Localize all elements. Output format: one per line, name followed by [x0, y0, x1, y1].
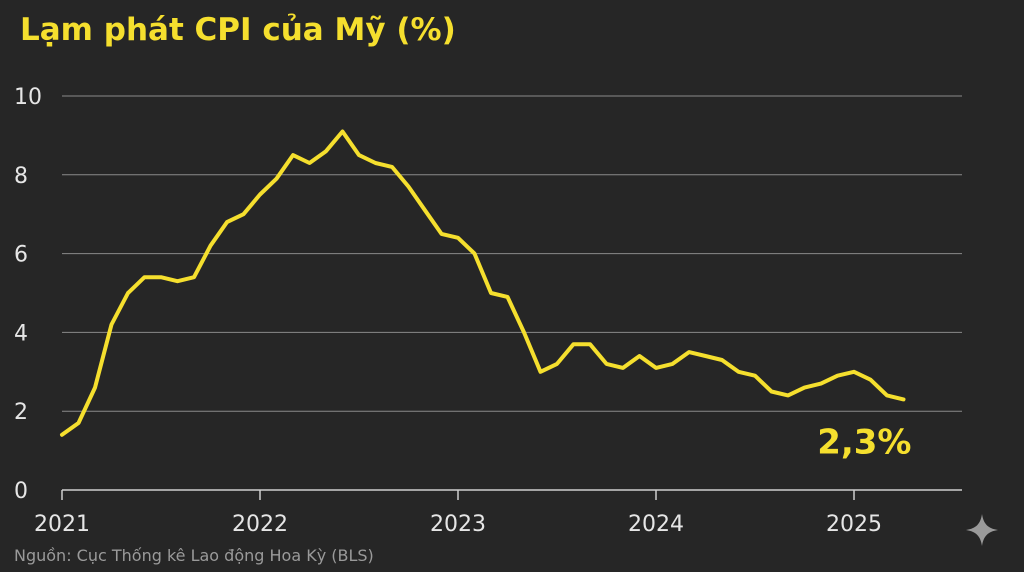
- annotation-layer: 2,3%: [817, 422, 911, 462]
- source-note: Nguồn: Cục Thống kê Lao động Hoa Kỳ (BLS…: [14, 546, 374, 565]
- x-axis-ticks: 2021 2022 2023 2024 2025: [34, 490, 882, 537]
- x-tick-label: 2023: [430, 512, 486, 537]
- y-axis-ticks: 0 2 4 6 8 10: [14, 85, 42, 504]
- series-layer: [60, 129, 906, 437]
- y-tick-label: 0: [14, 479, 28, 504]
- y-tick-label: 8: [14, 164, 28, 189]
- x-tick-label: 2021: [34, 512, 90, 537]
- x-tick-label: 2024: [628, 512, 684, 537]
- gridlines: [62, 95, 962, 491]
- sparkle-icon: [966, 514, 998, 546]
- x-tick-label: 2022: [232, 512, 288, 537]
- y-tick-label: 10: [14, 85, 42, 110]
- y-tick-label: 2: [14, 400, 28, 425]
- x-tick-label: 2025: [826, 512, 882, 537]
- chart-title: Lạm phát CPI của Mỹ (%): [20, 12, 456, 48]
- cpi-series-line: [60, 129, 906, 437]
- y-tick-label: 4: [14, 321, 28, 346]
- y-tick-label: 6: [14, 243, 28, 268]
- end-value-label: 2,3%: [817, 422, 911, 462]
